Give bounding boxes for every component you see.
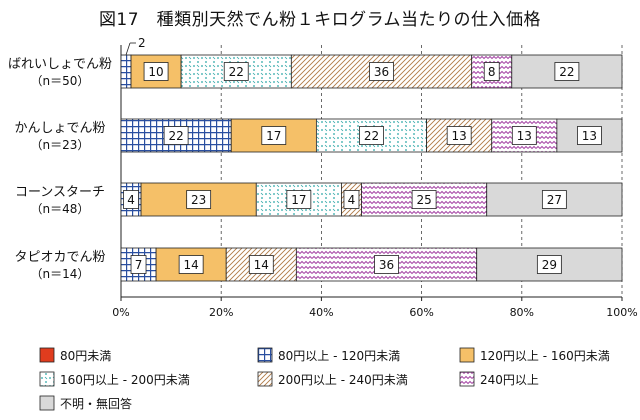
data-label: 17: [266, 129, 281, 143]
data-label: 23: [191, 193, 206, 207]
legend-label: 不明・無回答: [60, 396, 132, 411]
data-label-box: [446, 126, 472, 145]
data-label: 22: [364, 129, 379, 143]
data-label-box: [123, 190, 139, 209]
data-label-box: [163, 126, 189, 145]
category-label: タピオカでん粉: [14, 250, 105, 265]
x-tick-label: 40%: [309, 306, 333, 319]
legend-swatch: [39, 371, 55, 387]
legend-label: 80円未満: [60, 349, 111, 363]
data-label: 17: [291, 193, 306, 207]
category-n-label: （n＝23）: [31, 138, 90, 152]
data-label: 4: [127, 193, 135, 207]
data-label-box: [511, 126, 537, 145]
data-label: 22: [168, 129, 183, 143]
data-label: 22: [559, 65, 574, 79]
legend-swatch: [39, 347, 55, 363]
x-tick-label: 0%: [112, 306, 129, 319]
data-label-box: [343, 190, 360, 209]
data-label: 13: [452, 129, 467, 143]
data-label-box: [223, 62, 249, 81]
data-label: 29: [542, 258, 557, 272]
data-label: 10: [148, 65, 163, 79]
data-label-box: [411, 190, 437, 209]
category-label: かんしょでん粉: [14, 121, 105, 136]
data-label: 2: [138, 36, 146, 50]
x-tick-label: 100%: [606, 306, 637, 319]
data-label-box: [286, 190, 312, 209]
data-label-box: [130, 255, 147, 274]
category-n-label: （n＝48）: [31, 202, 90, 216]
category-n-label: （n＝50）: [31, 74, 90, 88]
category-label: コーンスターチ: [15, 185, 105, 200]
data-label: 7: [135, 258, 143, 272]
bar-segment: [290, 54, 473, 89]
data-label-box: [541, 190, 567, 209]
chart-title: 図17 種類別天然でん粉１キログラム当たりの仕入価格: [98, 10, 542, 30]
data-label: 4: [348, 193, 356, 207]
data-label: 13: [582, 129, 597, 143]
data-label-box: [261, 126, 287, 145]
bar-segment: [120, 54, 132, 89]
legend-swatch: [459, 371, 475, 387]
data-label-box: [143, 62, 169, 81]
legend-label: 80円以上 - 120円未満: [278, 349, 400, 363]
legend-label: 200円以上 - 240円未満: [278, 373, 408, 387]
data-label-box: [374, 255, 399, 274]
legend-label: 160円以上 - 200円未満: [60, 373, 190, 387]
category-n-label: （n＝14）: [31, 267, 90, 281]
callout-leader: [125, 42, 131, 56]
legend-swatch: [257, 347, 273, 363]
x-tick-label: 80%: [510, 306, 534, 319]
data-label: 36: [374, 65, 389, 79]
data-label: 14: [254, 258, 269, 272]
data-label-box: [359, 126, 384, 145]
legend-swatch: [39, 395, 55, 411]
data-label-box: [248, 255, 274, 274]
data-label: 25: [416, 193, 431, 207]
data-label-box: [536, 255, 562, 274]
legend-swatch: [257, 371, 273, 387]
legend-swatch: [459, 347, 475, 363]
data-label: 14: [183, 258, 198, 272]
data-label-box: [178, 255, 204, 274]
data-label: 36: [379, 258, 394, 272]
data-label-box: [186, 190, 212, 209]
category-label: ばれいしょでん粉: [8, 57, 112, 72]
data-label: 13: [517, 129, 532, 143]
data-label-box: [554, 62, 580, 81]
data-label-box: [577, 126, 602, 145]
legend-label: 240円以上: [480, 373, 539, 387]
x-tick-label: 60%: [409, 306, 433, 319]
data-label-box: [369, 62, 394, 81]
data-label: 22: [229, 65, 244, 79]
data-label-box: [483, 62, 500, 81]
legend-label: 120円以上 - 160円未満: [480, 349, 610, 363]
data-label: 8: [488, 65, 496, 79]
x-tick-label: 20%: [209, 306, 233, 319]
data-label: 27: [547, 193, 562, 207]
bar-segment: [255, 182, 342, 217]
